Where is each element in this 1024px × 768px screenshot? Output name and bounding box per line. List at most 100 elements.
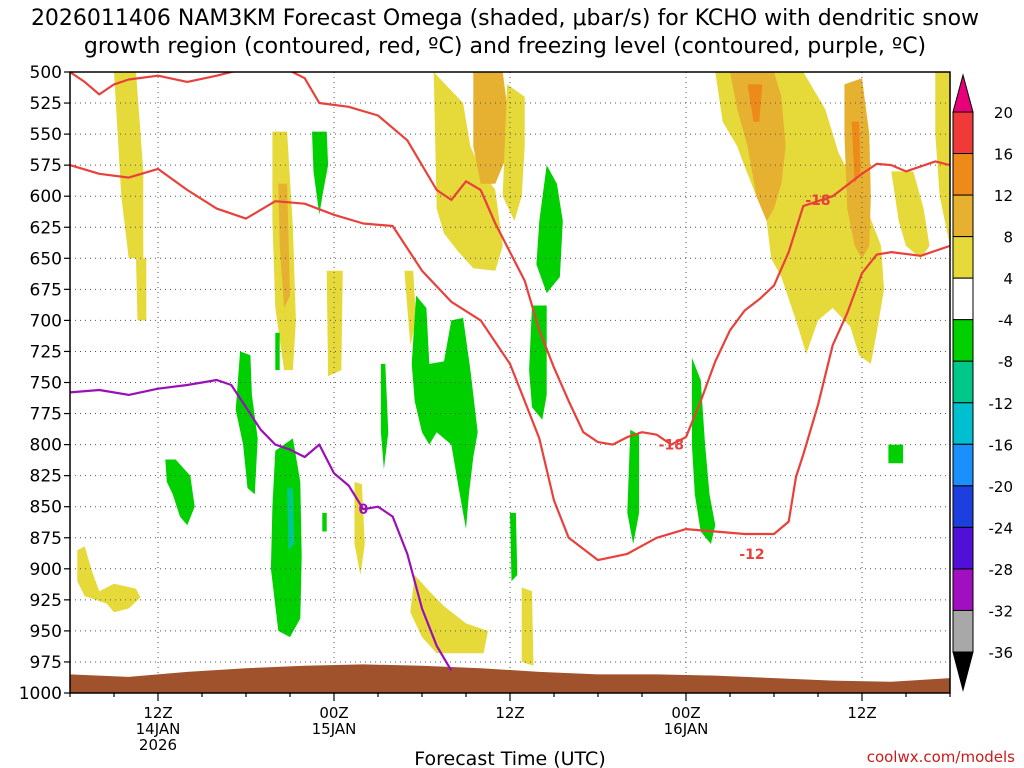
omega-region-32	[627, 429, 640, 544]
y-tick-label: 650	[30, 249, 62, 269]
colorbar-segment	[952, 568, 974, 611]
contour-label-3: 0	[358, 502, 368, 518]
x-tick-label: 12Z	[847, 704, 876, 722]
credit-text: coolwx.com/models	[867, 748, 1015, 766]
colorbar-label: 12	[994, 187, 1013, 205]
omega-region-22	[165, 459, 195, 526]
omega-region-8	[410, 575, 488, 654]
dgz-contour-upper	[70, 164, 950, 562]
y-tick-label: 875	[30, 529, 62, 549]
y-tick-label: 600	[30, 187, 62, 207]
contour-label-2: -12	[739, 547, 764, 563]
y-tick-label: 500	[30, 63, 62, 83]
plot-area: -18 -18 -12 0 500 525 550 575 600 625 650 675 700 725…	[19, 63, 951, 754]
omega-region-20	[312, 131, 329, 215]
y-tick-label: 550	[30, 125, 62, 145]
colorbar-label: -4	[998, 312, 1013, 330]
colorbar-bottom-cap	[952, 651, 974, 692]
y-tick-label: 950	[30, 622, 62, 642]
x-tick-label: 00Z	[319, 704, 348, 722]
omega-region-29	[536, 165, 563, 294]
omega-region-26	[322, 512, 327, 532]
colorbar-label: -36	[989, 644, 1014, 662]
y-tick-label: 825	[30, 467, 62, 487]
dgz-contour-lower	[70, 72, 950, 446]
y-tick-label: 725	[30, 342, 62, 362]
omega-region-14	[891, 171, 930, 259]
omega-region-4	[278, 183, 290, 308]
colorbar-segment	[952, 236, 974, 279]
colorbar-label: -24	[989, 519, 1014, 537]
colorbar-segment	[952, 111, 974, 155]
y-tick-label: 625	[30, 218, 62, 238]
y-tick-label: 975	[30, 653, 62, 673]
y-tick-label: 700	[30, 311, 62, 331]
x-axis-label: Forecast Time (UTC)	[414, 748, 605, 768]
omega-region-2	[77, 546, 141, 613]
colorbar-label: 16	[994, 146, 1013, 164]
omega-region-17	[747, 84, 763, 122]
colorbar-label: -32	[989, 602, 1014, 620]
x-tick-label: 12Z	[143, 704, 172, 722]
y-tick-label: 525	[30, 94, 62, 114]
omega-region-12	[502, 84, 525, 222]
y-tick-label: 750	[30, 374, 62, 394]
contour-label-0: -18	[805, 193, 830, 209]
colorbar-label: -12	[989, 395, 1014, 413]
colorbar-label: 8	[1003, 229, 1013, 247]
omega-region-27	[380, 363, 389, 470]
y-tick-label: 925	[30, 591, 62, 611]
omega-region-25	[275, 332, 280, 371]
omega-region-19	[851, 121, 861, 184]
y-tick-label: 675	[30, 280, 62, 300]
colorbar-label: -20	[989, 478, 1014, 496]
omega-region-23	[270, 438, 302, 638]
omega-region-21	[235, 351, 258, 495]
omega-region-31	[510, 512, 518, 582]
colorbar-label: -16	[989, 436, 1014, 454]
x-tick-label: 2026	[139, 736, 177, 754]
omega-region-0	[114, 72, 144, 259]
colorbar-segment	[952, 277, 974, 321]
colorbar-segment	[952, 360, 974, 404]
y-tick-label: 900	[30, 560, 62, 580]
colorbar-label: -28	[989, 561, 1014, 579]
y-tick-label: 800	[30, 436, 62, 456]
colorbar-segment	[952, 485, 974, 528]
omega-region-34	[888, 444, 904, 464]
colorbar-label: 20	[994, 104, 1013, 122]
omega-region-28	[411, 295, 478, 530]
omega-region-33	[691, 357, 716, 544]
x-tick-label: 00Z	[671, 704, 700, 722]
chart-title-line1: 2026011406 NAM3KM Forecast Omega (shaded…	[31, 6, 979, 31]
y-tick-label: 775	[30, 405, 62, 425]
omega-region-11	[473, 72, 510, 184]
omega-region-9	[521, 587, 534, 666]
colorbar-label: -8	[998, 353, 1013, 371]
contour-label-1: -18	[659, 438, 684, 454]
colorbar-segment	[952, 319, 974, 362]
omega-region-15	[935, 72, 950, 246]
colorbar: 20 16 12 8 4 -4 -8 -12 -16 -20 -24 -28 -32 -36	[952, 73, 1014, 692]
y-tick-label: 575	[30, 156, 62, 176]
colorbar-segment	[952, 402, 974, 445]
plot-clip-group: -18 -18 -12 0	[70, 72, 950, 693]
colorbar-top-cap	[952, 73, 974, 113]
terrain	[70, 664, 950, 693]
y-tick-label: 1000	[19, 684, 62, 704]
colorbar-segment	[952, 609, 974, 653]
x-tick-label: 14JAN	[136, 720, 181, 738]
freezing-level-contour	[70, 378, 453, 672]
omega-region-24	[287, 488, 295, 551]
omega-region-6	[404, 270, 417, 346]
omega-region-5	[326, 270, 343, 377]
omega-region-1	[136, 258, 147, 321]
x-tick-label: 15JAN	[312, 720, 357, 738]
omega-region-7	[354, 481, 365, 575]
chart-title-line2: growth region (contoured, red, ºC) and f…	[84, 34, 926, 59]
colorbar-segment	[952, 526, 974, 570]
colorbar-label: 4	[1003, 270, 1013, 288]
omega-region-30	[529, 305, 547, 420]
omega-region-16	[730, 72, 786, 221]
